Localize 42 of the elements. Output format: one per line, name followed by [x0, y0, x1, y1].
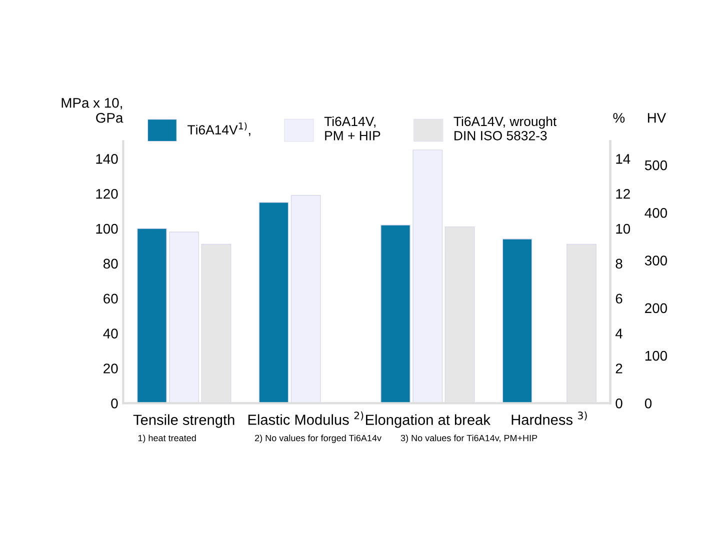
- y2-tick-label: 4: [615, 328, 622, 338]
- bar: [258, 202, 289, 404]
- y2-tick-label: 6: [616, 294, 622, 304]
- y3-tick-label: 500: [644, 160, 668, 170]
- y-axis-title: MPa x 10, GPa: [62, 98, 124, 123]
- y3-axis-title: HV: [648, 113, 666, 123]
- y-tick-label: 40: [103, 328, 118, 338]
- bar: [136, 228, 167, 404]
- y2-tick-label: 0: [616, 398, 622, 408]
- legend-label: Ti6A14V, wrought DIN ISO 5832-3: [454, 116, 557, 140]
- bar: [412, 150, 443, 404]
- bar: [502, 238, 532, 404]
- bar: [290, 195, 321, 404]
- y3-tick-label: 300: [644, 256, 668, 266]
- x-tick-label: Tensile strength: [133, 414, 234, 428]
- y-tick-label: 20: [104, 364, 118, 374]
- y2-tick-label: 10: [616, 224, 630, 234]
- y3-tick-label: 100: [645, 350, 668, 361]
- text: 2) No values for forged Ti6A14v: [255, 434, 382, 444]
- y2-tick-label: 14: [616, 154, 630, 164]
- y-tick-label: 80: [103, 258, 118, 269]
- y-tick-label: 0: [111, 398, 118, 408]
- y2-tick-label: 8: [616, 258, 622, 269]
- y2-tick-label: 2: [616, 364, 622, 374]
- y3-tick-label: 0: [644, 398, 652, 408]
- x-tick-label: Hardness $^{3)}$: [512, 411, 587, 425]
- x-tick-label: Elongation at break: [366, 414, 490, 428]
- y3-tick-label: 400: [644, 208, 668, 218]
- y-tick-label: 120: [96, 188, 118, 199]
- x-tick-label: Elastic Modulus $^{2)}$: [248, 411, 364, 425]
- y-tick-label: 100: [96, 224, 118, 234]
- y-tick-label: 60: [104, 294, 118, 304]
- text: 1) heat treated: [138, 434, 196, 444]
- y2-tick-label: 12: [616, 188, 630, 199]
- y-tick-label: 140: [96, 154, 118, 164]
- legend-label: Ti6A14V$^{1)}$,: [188, 122, 250, 136]
- bar: [169, 232, 200, 404]
- text: 3) No values for Ti6A14v, PM+HIP: [400, 434, 538, 444]
- y3-tick-label: 200: [645, 303, 668, 314]
- y2-axis-title: %: [613, 112, 625, 123]
- legend-label: Ti6A14V, PM + HIP: [324, 116, 380, 140]
- bar: [380, 224, 410, 404]
